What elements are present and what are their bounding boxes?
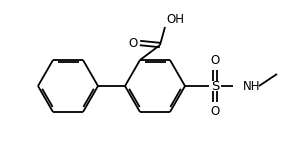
Text: NH: NH bbox=[243, 80, 260, 93]
Text: O: O bbox=[211, 105, 220, 118]
Text: O: O bbox=[211, 54, 220, 67]
Text: OH: OH bbox=[166, 13, 184, 26]
Text: S: S bbox=[211, 80, 219, 93]
Text: O: O bbox=[129, 37, 138, 50]
